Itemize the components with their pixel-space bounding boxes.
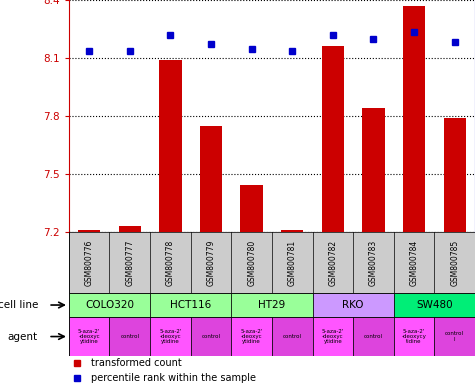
Bar <box>394 317 435 356</box>
Text: control: control <box>283 334 302 339</box>
Bar <box>272 317 313 356</box>
Text: percentile rank within the sample: percentile rank within the sample <box>91 373 256 383</box>
Text: GSM800779: GSM800779 <box>207 240 216 286</box>
Bar <box>322 46 344 232</box>
Bar <box>231 293 313 317</box>
Text: GSM800784: GSM800784 <box>409 240 418 286</box>
Text: 5-aza-2'
-deoxycy
tidine: 5-aza-2' -deoxycy tidine <box>402 329 427 344</box>
Text: control: control <box>120 334 139 339</box>
Text: GSM800780: GSM800780 <box>247 240 256 286</box>
Text: agent: agent <box>8 331 38 341</box>
Text: control: control <box>364 334 383 339</box>
Text: HCT116: HCT116 <box>170 300 211 310</box>
Text: control
l: control l <box>445 331 464 342</box>
Text: GSM800783: GSM800783 <box>369 240 378 286</box>
Text: GSM800776: GSM800776 <box>85 240 94 286</box>
Text: 5-aza-2'
-deoxyc
ytidine: 5-aza-2' -deoxyc ytidine <box>240 329 263 344</box>
Bar <box>150 317 191 356</box>
Text: GSM800777: GSM800777 <box>125 240 134 286</box>
Bar <box>78 230 100 232</box>
Bar <box>403 6 425 232</box>
Text: GSM800778: GSM800778 <box>166 240 175 286</box>
Bar <box>109 317 150 356</box>
Bar <box>362 108 385 232</box>
Bar <box>240 185 263 232</box>
Text: cell line: cell line <box>0 300 38 310</box>
Bar <box>119 226 141 232</box>
Text: GSM800785: GSM800785 <box>450 240 459 286</box>
Bar <box>435 317 475 356</box>
Text: GSM800782: GSM800782 <box>328 240 337 286</box>
Bar <box>69 317 109 356</box>
Text: transformed count: transformed count <box>91 358 182 367</box>
Text: 5-aza-2'
-deoxyc
ytidine: 5-aza-2' -deoxyc ytidine <box>78 329 100 344</box>
Bar <box>200 126 222 232</box>
Text: RKO: RKO <box>342 300 364 310</box>
Text: 5-aza-2'
-deoxyc
ytidine: 5-aza-2' -deoxyc ytidine <box>159 329 181 344</box>
Bar <box>353 317 394 356</box>
Bar <box>313 293 394 317</box>
Bar <box>394 293 475 317</box>
Text: HT29: HT29 <box>258 300 285 310</box>
Bar <box>313 317 353 356</box>
Bar <box>191 317 231 356</box>
Text: 5-aza-2'
-deoxyc
ytidine: 5-aza-2' -deoxyc ytidine <box>322 329 344 344</box>
Text: GSM800781: GSM800781 <box>288 240 297 286</box>
Bar <box>69 293 150 317</box>
Text: SW480: SW480 <box>416 300 453 310</box>
Bar <box>281 230 304 232</box>
Text: control: control <box>201 334 220 339</box>
Bar <box>231 317 272 356</box>
Text: COLO320: COLO320 <box>85 300 134 310</box>
Bar <box>159 60 181 232</box>
Bar <box>444 118 466 232</box>
Bar <box>150 293 231 317</box>
